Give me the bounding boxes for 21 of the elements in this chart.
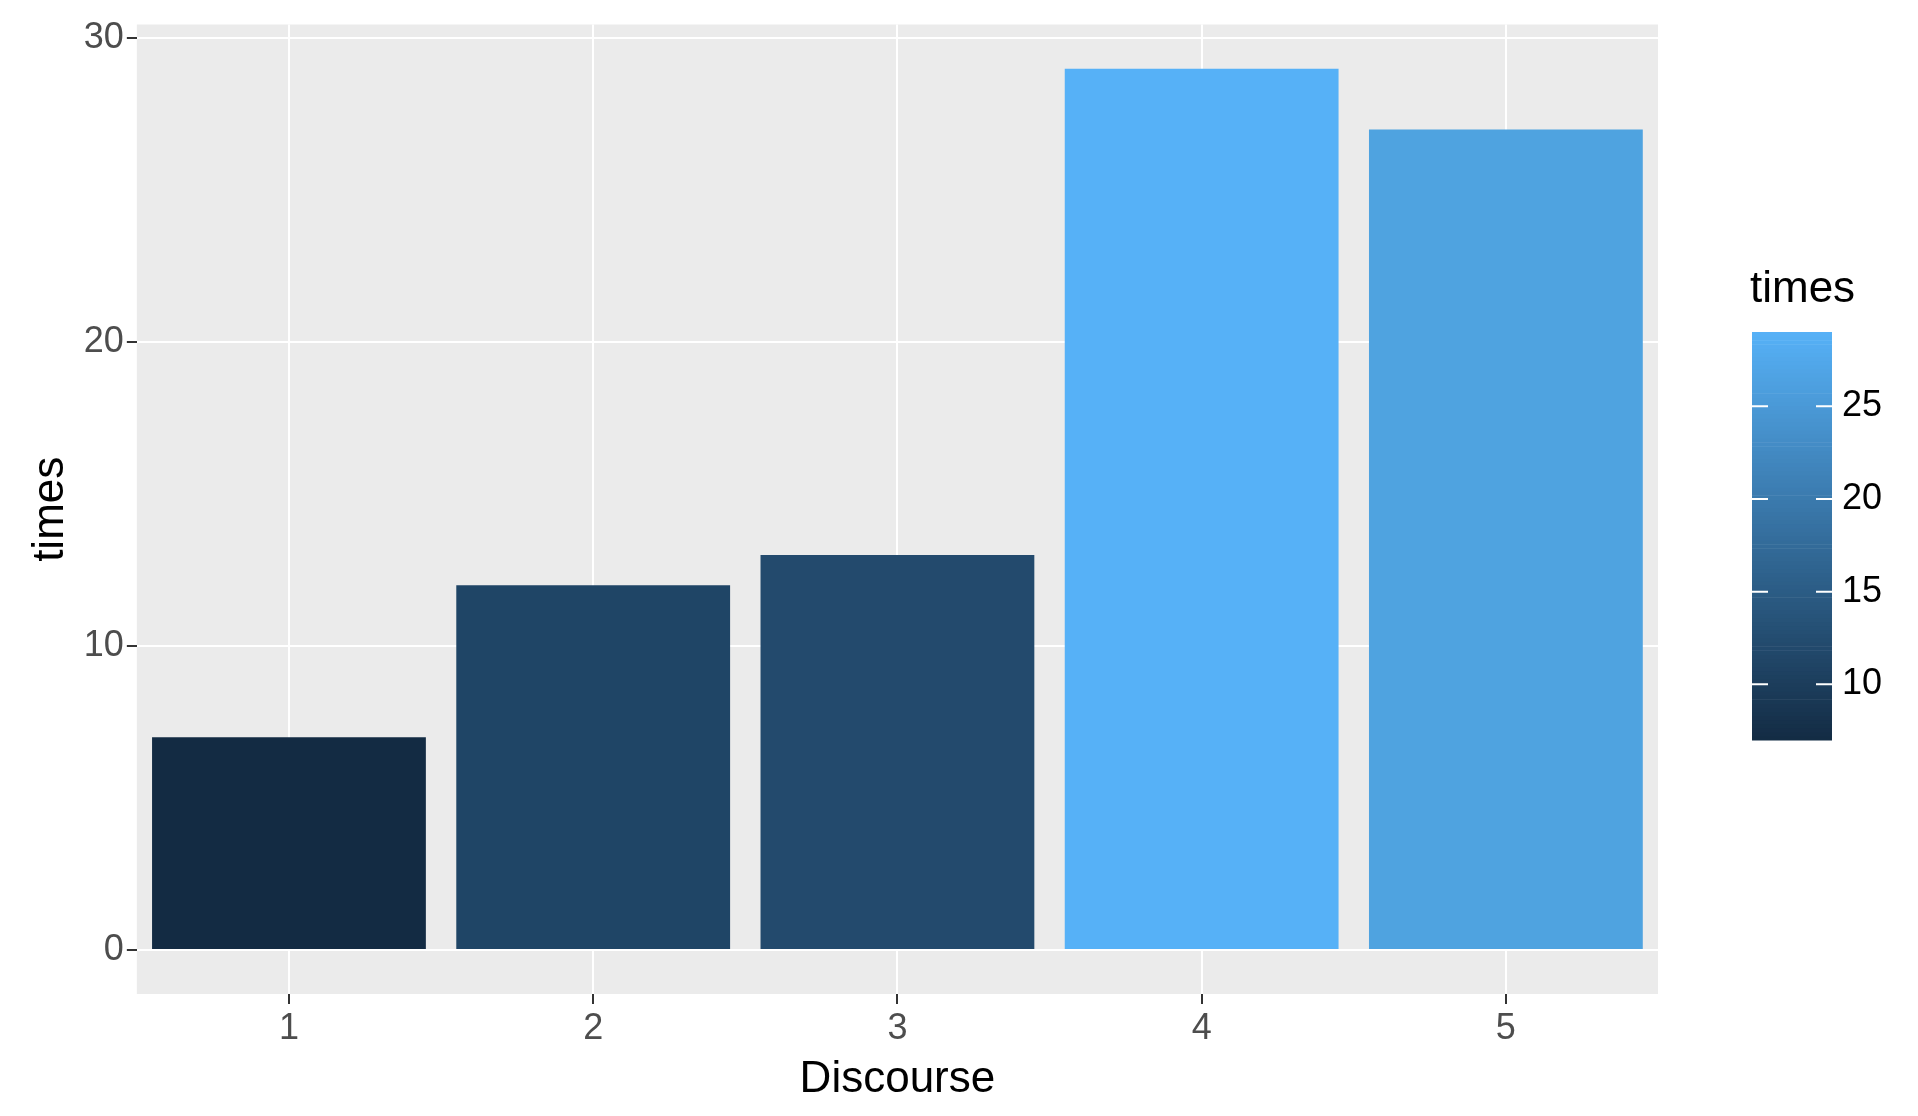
color-bar-label: 20 — [1842, 475, 1883, 517]
y-tick-label: 0 — [103, 926, 124, 968]
color-bar-label: 15 — [1842, 568, 1883, 610]
x-tick-label: 5 — [1495, 1005, 1516, 1047]
x-axis-title: Discourse — [799, 1051, 996, 1101]
bar — [1368, 129, 1643, 949]
color-bar-label: 10 — [1842, 661, 1883, 703]
y-tick-label: 20 — [83, 319, 124, 361]
color-bar-title: times — [1750, 262, 1856, 311]
y-axis-title: times — [22, 456, 72, 562]
bar — [760, 554, 1035, 949]
y-tick-label: 10 — [83, 622, 124, 664]
x-tick-label: 4 — [1191, 1005, 1212, 1047]
bar — [1064, 68, 1339, 949]
x-tick-label: 3 — [887, 1005, 908, 1047]
x-tick-label: 1 — [278, 1005, 299, 1047]
bar — [152, 737, 426, 949]
x-tick-label: 2 — [583, 1005, 604, 1047]
bar — [456, 585, 731, 949]
y-tick-label: 30 — [83, 15, 124, 57]
color-bar-label: 25 — [1842, 383, 1883, 425]
